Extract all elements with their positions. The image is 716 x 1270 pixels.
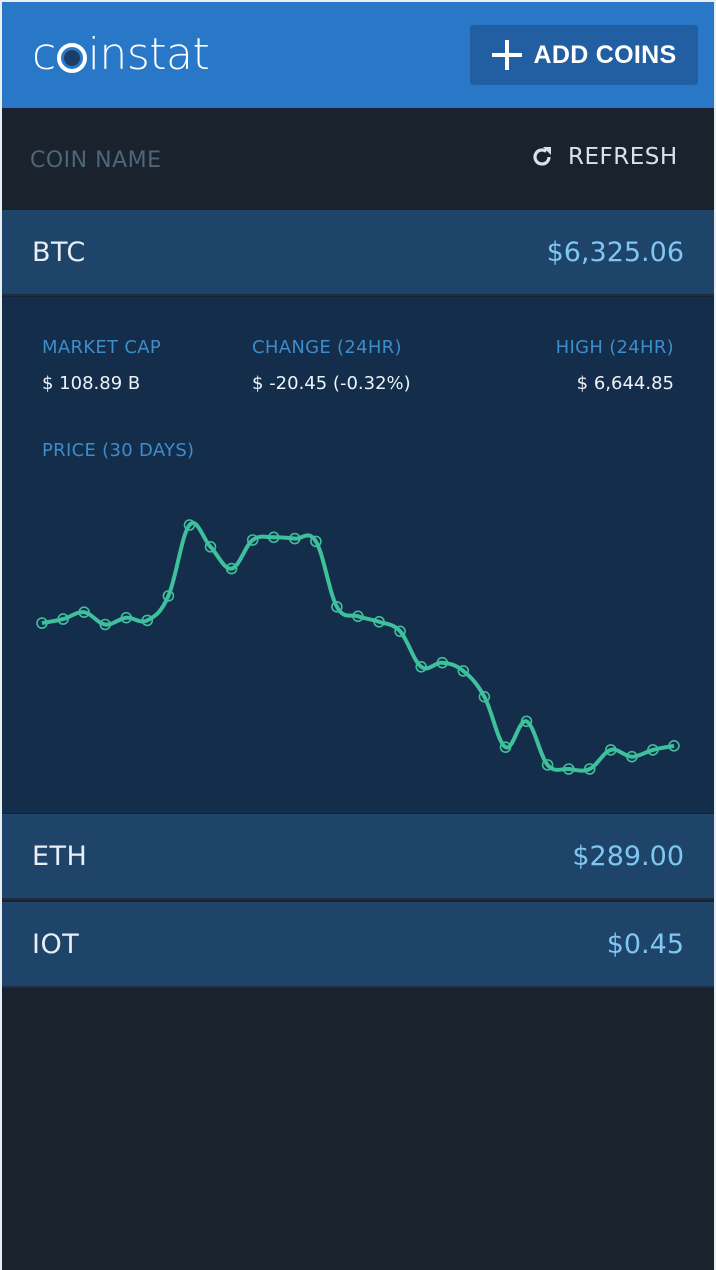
price-point (352, 610, 364, 623)
change-24hr-value: $ -20.45 (-0.32%) (252, 373, 411, 394)
price-point (373, 615, 385, 628)
price-point (120, 611, 133, 624)
column-header-bar: COIN NAME REFRESH (2, 108, 714, 210)
price-30-days-chart (36, 519, 680, 775)
high-24hr-value: $ 6,644.85 (576, 373, 674, 394)
app-header: c instat ADD COINS (2, 2, 714, 108)
price-point (288, 532, 301, 545)
price-point (436, 656, 449, 669)
coin-row-eth[interactable]: ETH $289.00 (2, 814, 714, 900)
add-coins-label: ADD COINS (533, 40, 677, 69)
coin-row-btc[interactable]: BTC $6,325.06 (2, 210, 714, 296)
coin-symbol: IOT (32, 928, 80, 960)
price-point (604, 744, 617, 756)
refresh-button[interactable]: REFRESH (530, 144, 678, 170)
add-coins-button[interactable]: ADD COINS (470, 25, 698, 85)
price-point (36, 617, 48, 629)
refresh-icon (533, 147, 551, 166)
price-point (225, 562, 238, 575)
price-point (78, 606, 90, 619)
coin-row-iot[interactable]: IOT $0.45 (2, 902, 714, 988)
price-point (57, 613, 69, 625)
price-point (394, 625, 406, 638)
market-cap-value: $ 108.89 B (42, 373, 141, 394)
refresh-label: REFRESH (568, 144, 678, 170)
logo-prefix: c (32, 28, 56, 80)
price-point (267, 531, 280, 544)
price-line (41, 521, 675, 773)
coin-price: $0.45 (606, 928, 684, 960)
price-point (478, 690, 491, 703)
price-point (415, 660, 428, 673)
price-point (520, 715, 533, 728)
coin-ring-icon (56, 43, 87, 73)
price-point (310, 535, 322, 548)
price-point (626, 750, 638, 763)
plus-icon (491, 40, 522, 70)
price-point (583, 763, 596, 775)
market-cap-label: MARKET CAP (42, 337, 161, 358)
coin-price: $6,325.06 (546, 236, 684, 268)
logo-suffix: instat (87, 28, 210, 80)
price-30-days-label: PRICE (30 DAYS) (42, 440, 195, 461)
price-point (668, 739, 680, 752)
price-point (246, 534, 259, 546)
coin-price: $289.00 (572, 840, 684, 872)
price-point (183, 519, 196, 531)
coin-name-column-header[interactable]: COIN NAME (30, 148, 162, 173)
coin-symbol: ETH (32, 840, 88, 872)
change-24hr-label: CHANGE (24HR) (252, 337, 402, 358)
price-point (541, 759, 554, 771)
price-point (141, 614, 154, 627)
coin-detail-panel: MARKET CAP $ 108.89 B CHANGE (24HR) $ -2… (2, 297, 714, 813)
high-24hr-label: HIGH (24HR) (555, 337, 674, 358)
price-point (562, 763, 575, 775)
price-point (499, 741, 512, 754)
price-point (647, 744, 659, 756)
price-point (331, 600, 343, 613)
price-point (457, 665, 470, 677)
price-point (204, 541, 217, 553)
coinstat-logo: c instat (32, 28, 210, 80)
price-point (162, 590, 175, 602)
price-point (99, 618, 111, 631)
coin-symbol: BTC (32, 236, 86, 268)
